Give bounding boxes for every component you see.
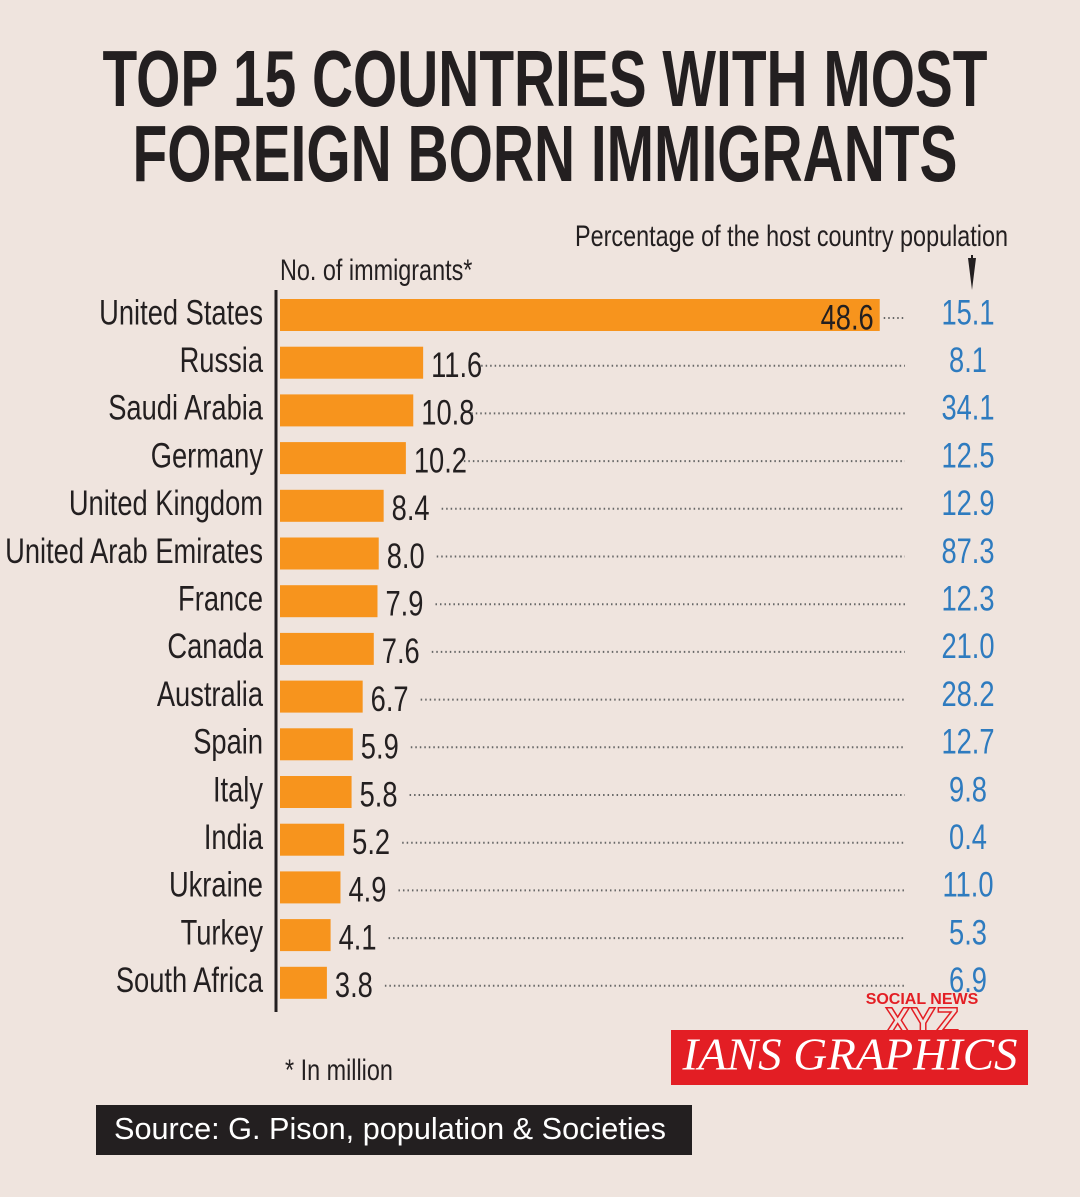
category-label: Germany — [151, 436, 263, 475]
category-label: India — [204, 818, 264, 857]
bar — [280, 823, 345, 856]
percentage-label: 12.5 — [941, 436, 994, 475]
legend-label: Percentage of the host country populatio… — [575, 219, 1008, 252]
credit: IANS GRAPHICS — [681, 1029, 1017, 1080]
bar — [280, 871, 341, 904]
percentage-label: 28.2 — [941, 675, 994, 714]
percentage-label: 8.1 — [949, 341, 987, 380]
percentage-label: 0.4 — [949, 818, 987, 857]
source-box — [96, 1105, 692, 1155]
bar — [280, 299, 880, 331]
value-label: 8.0 — [387, 537, 425, 576]
bar — [280, 489, 384, 522]
percentage-label: 5.3 — [949, 913, 987, 952]
bar — [280, 442, 406, 475]
value-label: 4.9 — [348, 870, 386, 909]
category-label: Canada — [167, 627, 263, 666]
category-label: South Africa — [116, 961, 264, 1000]
bar — [280, 919, 331, 952]
category-label: Ukraine — [169, 865, 263, 904]
category-label: Australia — [157, 675, 264, 714]
percentage-label: 87.3 — [941, 532, 994, 571]
category-label: France — [178, 579, 263, 618]
category-label: Turkey — [181, 913, 264, 952]
bar — [280, 966, 327, 999]
bar — [280, 632, 374, 665]
source: Source: G. Pison, population & Societies — [114, 1111, 666, 1146]
value-label: 7.9 — [385, 584, 423, 623]
value-label: 5.9 — [361, 727, 399, 766]
bar — [280, 680, 363, 713]
percentage-label: 11.0 — [942, 865, 993, 904]
arrow — [968, 258, 976, 290]
value-label: 7.6 — [382, 632, 420, 671]
value-label: 8.4 — [392, 489, 430, 528]
value-label: 4.1 — [339, 918, 377, 957]
bar — [280, 585, 378, 618]
chart-title: FOREIGN BORN IMMIGRANTS — [133, 109, 958, 198]
footnote: * In million — [285, 1053, 393, 1086]
category-label: Russia — [180, 341, 264, 380]
category-label: Saudi Arabia — [108, 388, 263, 427]
value-label: 3.8 — [335, 966, 373, 1005]
value-label: 5.8 — [360, 775, 398, 814]
value-label: 48.6 — [821, 298, 874, 337]
value-label: 5.2 — [352, 823, 390, 862]
value-label: 6.7 — [371, 680, 409, 719]
value-label: 10.2 — [414, 441, 467, 480]
category-label: United Kingdom — [69, 484, 263, 523]
category-label: Spain — [193, 722, 263, 761]
bar — [280, 728, 353, 761]
bar — [280, 394, 414, 427]
category-label: United Arab Emirates — [5, 532, 263, 571]
percentage-label: 12.9 — [941, 484, 994, 523]
bar — [280, 346, 424, 379]
legend-label: No. of immigrants* — [280, 253, 473, 286]
percentage-label: 6.9 — [949, 961, 987, 1000]
percentage-label: 9.8 — [949, 770, 987, 809]
watermark: SOCIAL NEWS — [866, 991, 979, 1008]
percentage-label: 15.1 — [941, 293, 994, 332]
credit-box — [671, 1030, 1028, 1085]
value-label: 10.8 — [421, 393, 474, 432]
percentage-label: 12.3 — [941, 579, 994, 618]
percentage-label: 21.0 — [941, 627, 994, 666]
category-label: United States — [99, 293, 263, 332]
category-label: Italy — [213, 770, 263, 809]
watermark: XYZ — [885, 1001, 959, 1043]
percentage-label: 12.7 — [941, 722, 994, 761]
bar — [280, 537, 379, 570]
value-label: 11.6 — [431, 346, 482, 385]
chart-title: TOP 15 COUNTRIES WITH MOST — [103, 34, 988, 123]
bar — [280, 776, 352, 808]
percentage-label: 34.1 — [941, 388, 994, 427]
